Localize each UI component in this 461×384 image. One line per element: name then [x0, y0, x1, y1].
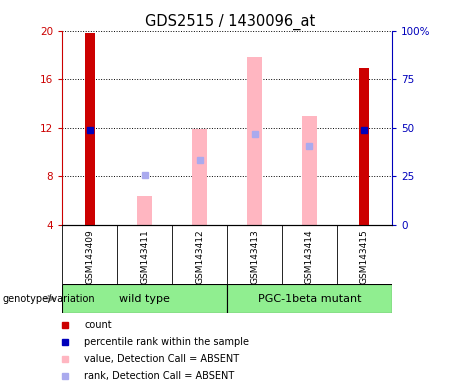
Text: value, Detection Call = ABSENT: value, Detection Call = ABSENT	[84, 354, 239, 364]
Bar	[85, 33, 95, 225]
Text: wild type: wild type	[119, 293, 170, 304]
Bar	[360, 68, 369, 225]
Text: rank, Detection Call = ABSENT: rank, Detection Call = ABSENT	[84, 371, 235, 381]
Bar	[247, 57, 262, 225]
Text: GSM143409: GSM143409	[85, 229, 94, 284]
Bar	[62, 284, 227, 313]
Text: GSM143415: GSM143415	[360, 229, 369, 284]
Text: GSM143412: GSM143412	[195, 229, 204, 284]
Bar	[137, 195, 152, 225]
Bar	[302, 116, 317, 225]
Text: genotype/variation: genotype/variation	[2, 293, 95, 304]
Bar	[192, 129, 207, 225]
Text: percentile rank within the sample: percentile rank within the sample	[84, 337, 249, 347]
Text: GSM143413: GSM143413	[250, 229, 259, 284]
Text: GSM143411: GSM143411	[140, 229, 149, 284]
Text: count: count	[84, 320, 112, 330]
Text: GDS2515 / 1430096_at: GDS2515 / 1430096_at	[145, 13, 316, 30]
Text: GSM143414: GSM143414	[305, 229, 314, 284]
Bar	[227, 284, 392, 313]
Text: PGC-1beta mutant: PGC-1beta mutant	[258, 293, 361, 304]
